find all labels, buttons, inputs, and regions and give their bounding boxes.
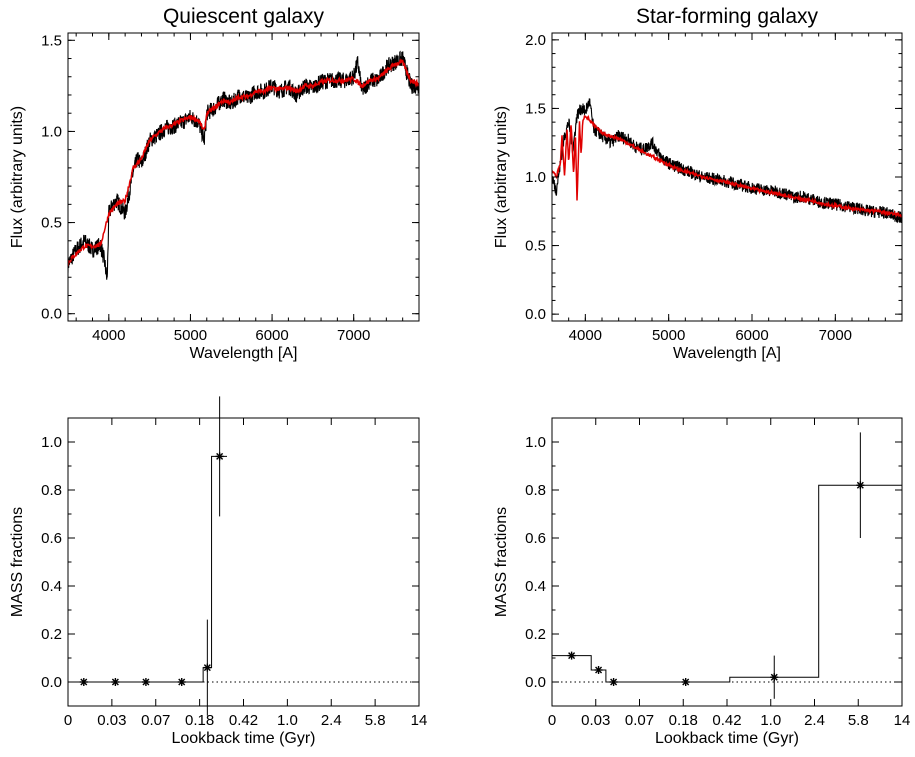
mass-step-line <box>68 455 228 683</box>
mass-point-marker <box>594 666 603 674</box>
x-tick-label: 0.07 <box>625 712 654 729</box>
y-tick-label: 0.8 <box>41 482 62 499</box>
chart-title: Star-forming galaxy <box>636 5 819 28</box>
x-tick-label: 0.42 <box>712 712 741 729</box>
mass-point-marker <box>215 452 224 461</box>
x-tick-label: 14 <box>894 712 911 729</box>
mass-point-marker <box>681 678 690 686</box>
y-tick-label: 0.8 <box>525 482 546 499</box>
y-tick-label: 0.2 <box>41 626 62 643</box>
x-tick-label: 7000 <box>819 327 852 344</box>
mass-point-marker <box>567 651 576 660</box>
y-tick-label: 0.5 <box>525 238 546 255</box>
chart-title: Quiescent galaxy <box>163 5 325 28</box>
x-tick-label: 0.03 <box>97 712 126 729</box>
series-model-line <box>552 114 902 219</box>
x-tick-label: 5.8 <box>848 712 869 729</box>
y-tick-label: 0.4 <box>525 578 546 595</box>
y-axis-label: Flux (arbitrary units) <box>493 106 510 248</box>
mass-point-marker <box>856 481 865 490</box>
mass-step-line <box>552 484 902 683</box>
x-tick-label: 5000 <box>652 327 685 344</box>
y-tick-label: 0.6 <box>525 530 546 547</box>
x-tick-label: 0 <box>548 712 556 729</box>
x-tick-label: 0.18 <box>669 712 698 729</box>
x-axis-label: Wavelength [A] <box>673 345 781 362</box>
y-axis-label: Flux (arbitrary units) <box>9 106 26 248</box>
x-tick-label: 6000 <box>255 327 288 344</box>
y-tick-label: 0.0 <box>525 306 546 323</box>
plot-frame <box>551 417 903 707</box>
x-tick-label: 7000 <box>337 327 370 344</box>
quiescent-mass-fractions: 0 0.03 0.07 0.18 0.42 1.0 2.4 5.8 14 0.0 0.2 0.4 0.6… <box>9 396 427 747</box>
y-tick-label: 2.0 <box>525 32 546 49</box>
mass-point-marker <box>203 663 212 672</box>
x-tick-label: 0.42 <box>229 712 258 729</box>
mass-point-marker <box>770 673 779 682</box>
mass-point-marker <box>177 678 186 686</box>
x-axis-label: Lookback time (Gyr) <box>171 730 315 747</box>
x-axis-label: Lookback time (Gyr) <box>655 730 799 747</box>
series-model-line <box>68 58 419 267</box>
mass-point-marker <box>141 678 150 686</box>
y-tick-label: 0.2 <box>525 626 546 643</box>
y-tick-label: 1.5 <box>525 100 546 117</box>
x-tick-label: 5000 <box>174 327 207 344</box>
x-axis-label: Wavelength [A] <box>190 345 298 362</box>
y-tick-label: 0.5 <box>41 215 62 232</box>
y-tick-label: 1.0 <box>41 123 62 140</box>
x-tick-label: 14 <box>411 712 428 729</box>
x-tick-label: 0.03 <box>581 712 610 729</box>
x-tick-label: 1.0 <box>760 712 781 729</box>
y-tick-label: 1.5 <box>41 32 62 49</box>
mass-point-marker <box>609 678 618 686</box>
y-tick-label: 1.0 <box>525 169 546 186</box>
plot-frame <box>551 32 903 322</box>
y-tick-label: 0.0 <box>525 674 546 691</box>
y-tick-label: 0.0 <box>41 306 62 323</box>
plot-frame <box>67 32 420 322</box>
mass-point-marker <box>111 678 120 686</box>
y-tick-label: 0.0 <box>41 674 62 691</box>
x-tick-label: 6000 <box>735 327 768 344</box>
y-axis-label: MASS fractions <box>9 507 26 617</box>
x-tick-label: 4000 <box>92 327 125 344</box>
y-tick-label: 0.6 <box>41 530 62 547</box>
mass-point-marker <box>79 678 88 686</box>
series-observed-line <box>68 50 419 280</box>
starforming-spectrum: 4000 5000 6000 7000 0.0 0.5 1.0 1.5 2.0 Star-form… <box>493 5 903 362</box>
x-tick-label: 0.07 <box>141 712 170 729</box>
x-tick-label: 4000 <box>569 327 602 344</box>
x-tick-label: 0.18 <box>185 712 214 729</box>
y-tick-label: 1.0 <box>41 434 62 451</box>
y-tick-label: 1.0 <box>525 434 546 451</box>
x-tick-label: 5.8 <box>365 712 386 729</box>
starforming-mass-fractions: 0 0.03 0.07 0.18 0.42 1.0 2.4 5.8 14 0.0 0.2 0.4 0.6… <box>493 417 911 747</box>
y-tick-label: 0.4 <box>41 578 62 595</box>
series-observed-line <box>552 98 902 224</box>
y-axis-label: MASS fractions <box>493 507 510 617</box>
plot-frame <box>67 417 420 707</box>
x-tick-label: 0 <box>64 712 72 729</box>
x-tick-label: 2.4 <box>804 712 825 729</box>
x-tick-label: 2.4 <box>321 712 342 729</box>
x-tick-label: 1.0 <box>277 712 298 729</box>
quiescent-spectrum: 4000 5000 6000 7000 0.0 0.5 1.0 1.5 Quiescent ga… <box>9 5 420 362</box>
